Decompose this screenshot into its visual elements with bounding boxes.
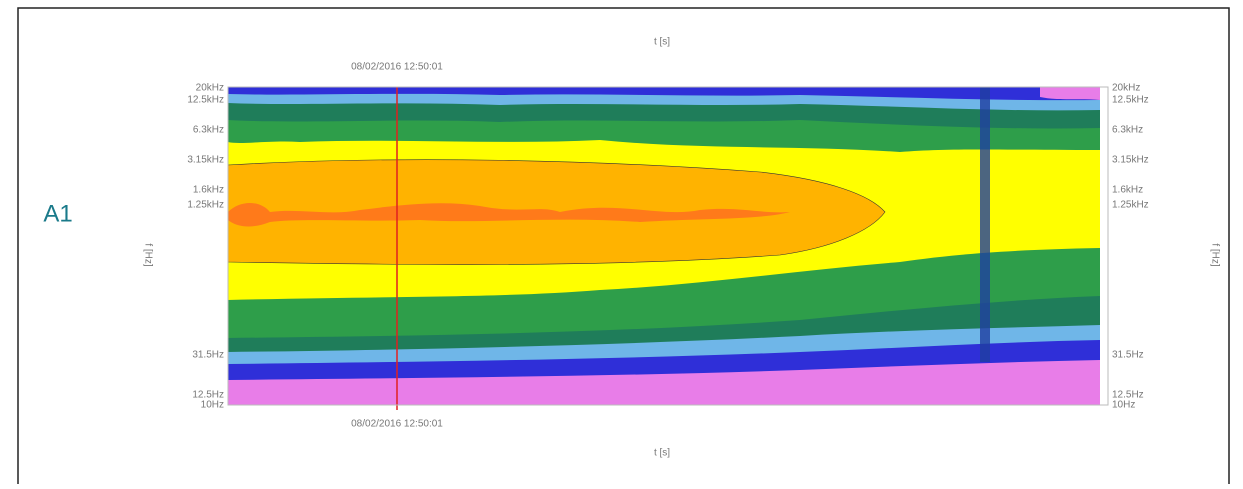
band-magenta-top (1040, 87, 1100, 100)
band-blue (228, 87, 1100, 101)
right-axis-label: f [Hz] (1209, 243, 1220, 267)
right-tick-label: 12.5Hz (1112, 390, 1144, 401)
top-axis-label: t [s] (654, 37, 670, 48)
panel-border (17, 7, 1230, 484)
band-darkorange (228, 203, 790, 227)
left-tick-label: 31.5Hz (192, 350, 224, 361)
band-magenta (228, 360, 1100, 405)
bottom-marker-label: 08/02/2016 12:50:01 (351, 419, 443, 430)
left-tick-label: 6.3kHz (193, 125, 224, 136)
right-tick-label: 10Hz (1112, 400, 1135, 411)
right-tick-label: 1.25kHz (1112, 200, 1149, 211)
plot-frame (227, 86, 1109, 406)
bottom-axis-label: t [s] (654, 448, 670, 459)
left-tick-label: 10Hz (201, 400, 224, 411)
right-tick-label: 20kHz (1112, 83, 1140, 94)
left-tick-label: 20kHz (196, 83, 224, 94)
right-tick-label: 12.5kHz (1112, 95, 1149, 106)
right-tick-label: 3.15kHz (1112, 155, 1149, 166)
left-axis-label: f [Hz] (142, 243, 153, 267)
left-tick-label: 12.5Hz (192, 390, 224, 401)
right-tick-label: 1.6kHz (1112, 185, 1143, 196)
spectrogram (227, 86, 1109, 410)
left-tick-label: 1.25kHz (187, 200, 224, 211)
left-tick-label: 1.6kHz (193, 185, 224, 196)
left-tick-label: 3.15kHz (187, 155, 224, 166)
top-marker-label: 08/02/2016 12:50:01 (351, 62, 443, 73)
left-tick-label: 12.5kHz (187, 95, 224, 106)
right-tick-label: 6.3kHz (1112, 125, 1143, 136)
dark-vertical-band (980, 87, 990, 362)
panel-label: A1 (43, 200, 72, 227)
right-tick-label: 31.5Hz (1112, 350, 1144, 361)
